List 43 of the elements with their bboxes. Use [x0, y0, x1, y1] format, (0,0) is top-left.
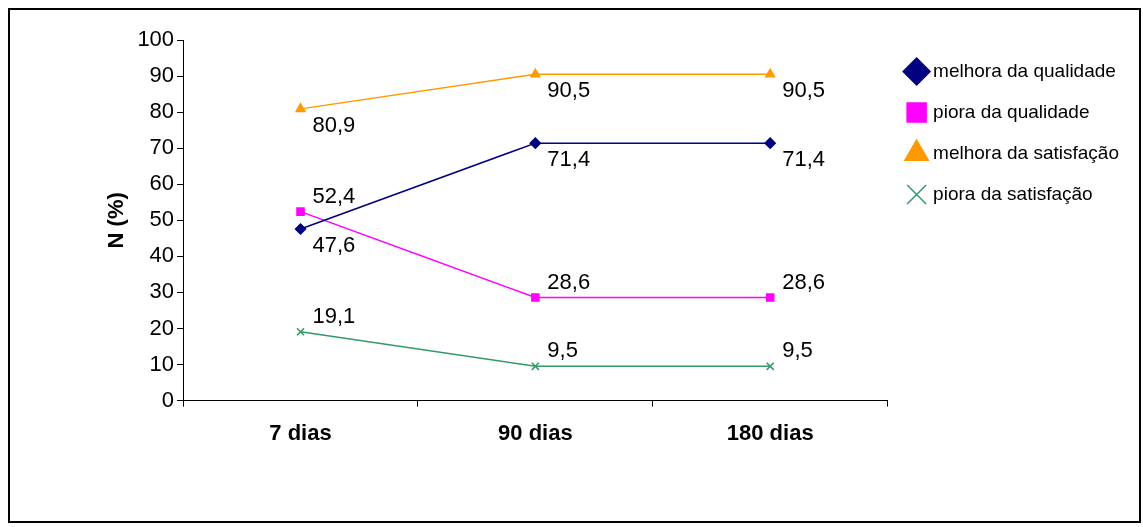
data-label: 71,4: [782, 146, 826, 172]
data-label: 90,5: [547, 77, 591, 103]
y-tick-label: 60: [149, 170, 175, 196]
point: [295, 103, 306, 113]
y-tick-label: 30: [149, 278, 175, 304]
legend-label: melhora da qualidade: [933, 59, 1116, 81]
point: [529, 137, 542, 149]
point: [294, 223, 307, 235]
y-tick-label: 20: [149, 314, 175, 340]
data-label: 47,6: [312, 232, 356, 258]
y-axis-title: N (%): [103, 192, 129, 249]
legend-label: piora da satisfação: [933, 182, 1093, 204]
point: [531, 293, 540, 302]
x-tick-label: 90 dias: [498, 419, 573, 445]
data-label: 80,9: [312, 111, 356, 137]
data-label: 90,5: [782, 77, 826, 103]
point: [296, 327, 305, 337]
data-label: 9,5: [547, 337, 578, 363]
data-label: 9,5: [782, 337, 813, 363]
y-tick-label: 40: [149, 242, 175, 268]
data-label: 52,4: [312, 182, 356, 208]
x-tick-label: 7 dias: [269, 419, 332, 445]
data-label: 19,1: [312, 302, 356, 328]
y-tick-label: 90: [149, 62, 175, 88]
y-tick-label: 50: [149, 206, 175, 232]
y-tick-label: 100: [137, 26, 175, 52]
legend-label: melhora da satisfação: [933, 141, 1120, 163]
y-tick-label: 70: [149, 134, 175, 160]
legend-label: piora da qualidade: [933, 100, 1090, 122]
x-tick-label: 180 dias: [726, 419, 814, 445]
point: [765, 293, 775, 302]
data-label: 28,6: [547, 268, 591, 294]
point: [765, 362, 775, 371]
point: [764, 137, 776, 149]
point: [530, 68, 541, 78]
data-label: 71,4: [547, 146, 591, 172]
data-label: 28,6: [782, 268, 826, 294]
y-tick-label: 0: [161, 386, 175, 412]
point: [765, 68, 776, 78]
point: [531, 362, 540, 371]
y-tick-label: 80: [149, 98, 175, 124]
point: [296, 207, 305, 216]
y-tick-label: 10: [149, 350, 175, 376]
